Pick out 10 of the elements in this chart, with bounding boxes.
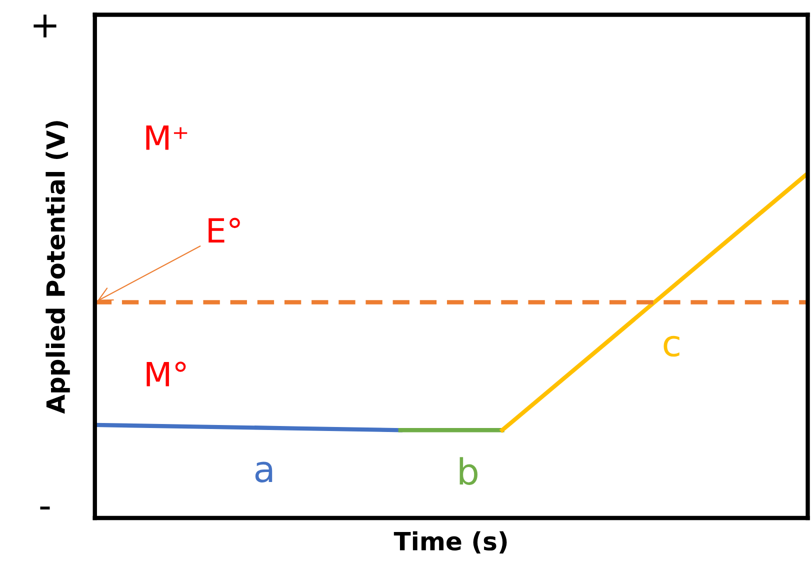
series-label: b [460, 457, 478, 486]
series-label: c [664, 336, 680, 357]
text: + [34, 14, 56, 38]
text: - [40, 506, 50, 510]
text: M⁺ [146, 125, 188, 150]
series-label: a [255, 462, 272, 482]
y-axis-title: Applied Potential (V) [46, 121, 70, 414]
annotation: M° [146, 362, 186, 386]
x-axis-title: Time (s) [394, 531, 507, 554]
ref-line-label: E° [208, 218, 240, 242]
